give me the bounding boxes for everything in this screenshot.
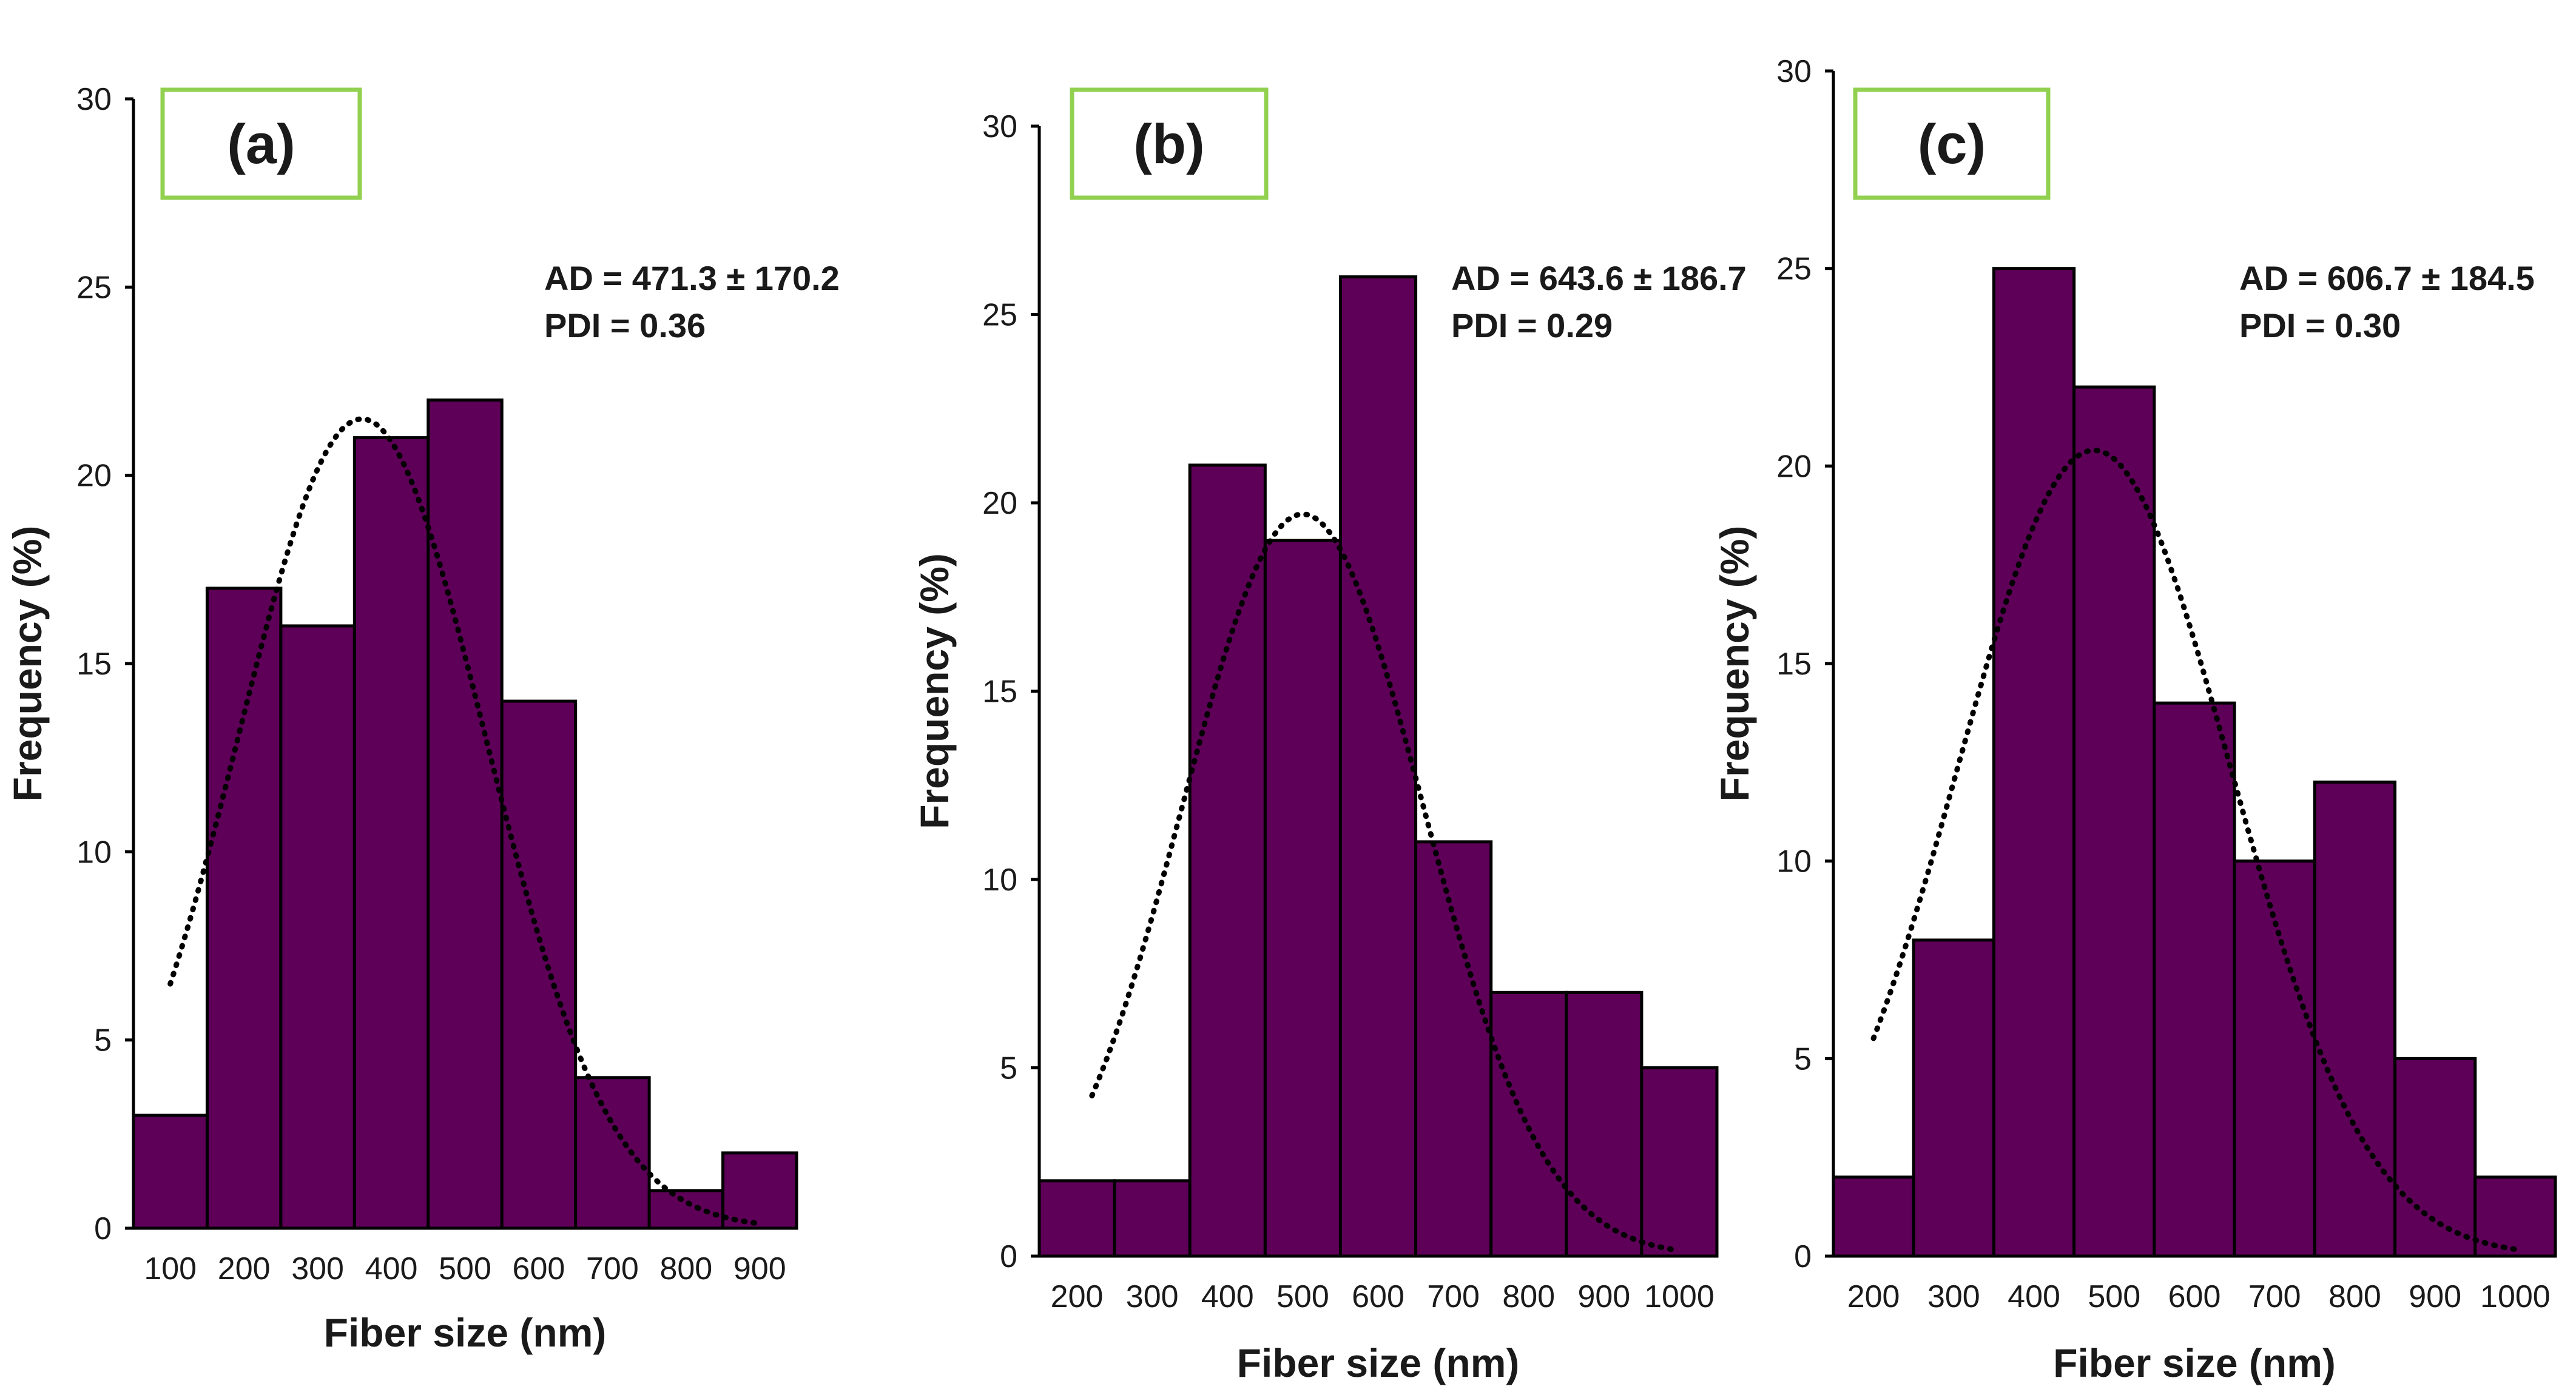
x-tick-label: 600 [513,1251,565,1286]
x-axis-title: Fiber size (nm) [2053,1340,2336,1385]
normal-fit-curve [167,416,763,1226]
y-tick-label: 5 [94,1023,112,1058]
bar-400 [1992,267,2076,1258]
bar-200 [205,587,283,1230]
y-tick-label: 15 [76,647,112,682]
y-axis-title: Frequency (%) [912,553,957,829]
y-axis-title: Frequency (%) [5,526,50,802]
bar-300 [279,624,356,1230]
bar-700 [1414,840,1493,1258]
x-tick-label: 400 [365,1251,418,1286]
x-tick-label: 800 [659,1251,712,1286]
y-tick-label: 20 [982,486,1017,521]
histogram-panel-c: 0 5 10 15 20 25 30 200 300 400 500 600 700 800 900 1000… [1712,54,2557,1385]
x-tick-label: 200 [1051,1279,1104,1314]
bar-800 [1489,990,1568,1258]
x-axis-title: Fiber size (nm) [324,1310,607,1355]
average-diameter-annotation: AD = 606.7 ± 184.5 [2239,259,2535,297]
x-tick-label: 600 [2168,1279,2221,1314]
bar-300 [1113,1179,1192,1258]
x-tick-label: 500 [1276,1279,1329,1314]
x-tick-label: 500 [2088,1279,2140,1314]
bar-500 [427,398,504,1230]
histogram-panel-b: 0 5 10 15 20 25 30 200 300 400 500 600 700 800 900 1000… [912,87,1747,1385]
y-tick-label: 10 [1776,844,1812,879]
x-tick-label: 200 [1847,1279,1900,1314]
x-tick-label: 500 [439,1251,491,1286]
bar-600 [500,699,578,1230]
bar-800 [2313,780,2397,1258]
x-tick-label: 900 [1577,1279,1630,1314]
y-tick-label: 0 [94,1211,112,1246]
bar-700 [574,1076,651,1230]
y-tick-label: 0 [1794,1239,1812,1274]
y-axis-title: Frequency (%) [1712,526,1757,802]
y-tick-label: 30 [1776,54,1812,89]
bar-900 [2393,1057,2477,1258]
panel-label-box [1070,87,1269,200]
average-diameter-annotation: AD = 471.3 ± 170.2 [544,259,840,297]
y-tick-label: 20 [1776,449,1812,484]
x-tick-label: 300 [1126,1279,1179,1314]
average-diameter-annotation: AD = 643.6 ± 186.7 [1451,259,1747,297]
x-tick-label: 700 [1427,1279,1480,1314]
x-axis-title: Fiber size (nm) [1237,1340,1520,1385]
bar-200 [1037,1179,1116,1258]
y-tick-label: 30 [982,109,1017,144]
x-tick-label: 900 [2409,1279,2461,1314]
y-tick-label: 25 [982,298,1017,333]
normal-fit-curve [1089,511,1682,1254]
bar-300 [1912,938,1995,1258]
bar-100 [132,1114,209,1230]
pdi-annotation: PDI = 0.29 [1451,306,1613,345]
x-tick-label: 800 [2328,1279,2381,1314]
bar-1000 [2473,1175,2557,1258]
normal-fit-curve [1870,447,2518,1252]
x-tick-label: 1000 [2480,1279,2551,1314]
y-tick-label: 20 [76,459,112,494]
y-tick-label: 15 [982,674,1017,710]
y-tick-label: 30 [76,82,112,117]
x-tick-label: 400 [2008,1279,2060,1314]
x-tick-label: 700 [2248,1279,2301,1314]
panel-label: (c) [1918,113,1986,175]
x-tick-label: 400 [1201,1279,1254,1314]
panel-label-box [1853,87,2051,200]
x-tick-label: 1000 [1644,1279,1715,1314]
bar-1000 [1640,1066,1719,1258]
y-tick-label: 10 [76,835,112,870]
x-tick-label: 200 [218,1251,271,1286]
y-tick-label: 10 [982,862,1017,898]
x-tick-label: 900 [733,1251,786,1286]
y-tick-label: 25 [1776,252,1812,287]
x-tick-label: 700 [586,1251,639,1286]
panel-label: (a) [227,113,295,175]
y-tick-label: 0 [1000,1239,1017,1274]
bar-200 [1832,1175,1915,1258]
y-tick-label: 5 [1794,1041,1812,1077]
panel-label-box [160,87,362,200]
bar-500 [1263,539,1342,1258]
bar-500 [2072,385,2156,1258]
bar-600 [2153,701,2236,1258]
bar-900 [1565,990,1644,1258]
y-tick-label: 15 [1776,647,1812,682]
pdi-annotation: PDI = 0.30 [2239,306,2401,345]
x-tick-label: 300 [291,1251,344,1286]
x-tick-label: 300 [1927,1279,1980,1314]
x-tick-label: 600 [1352,1279,1404,1314]
x-tick-label: 800 [1502,1279,1555,1314]
y-tick-label: 5 [1000,1051,1017,1086]
x-tick-label: 100 [144,1251,197,1286]
pdi-annotation: PDI = 0.36 [544,306,706,345]
bar-400 [1188,463,1267,1258]
bar-700 [2233,859,2316,1258]
panel-label: (b) [1133,113,1204,175]
bar-800 [647,1189,725,1230]
bar-600 [1338,275,1418,1258]
y-tick-label: 25 [76,270,112,305]
bar-400 [352,436,430,1230]
histogram-panel-a: 0 5 10 15 20 25 30 100 200 300 400 500 600 700 800 900 F… [5,82,840,1355]
